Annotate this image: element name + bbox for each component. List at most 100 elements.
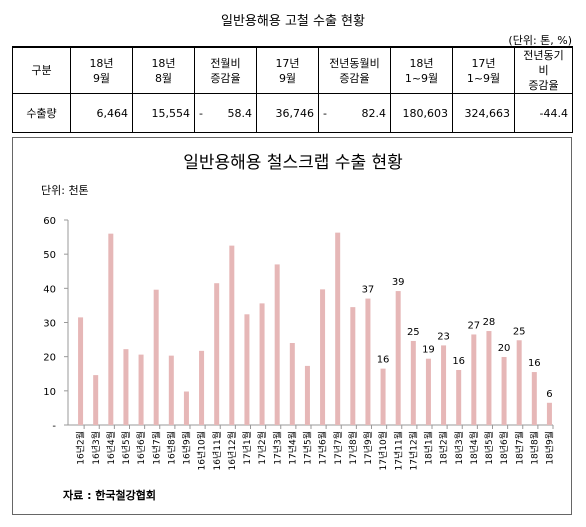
x-tick-label: 17년8월 <box>347 431 359 465</box>
x-tick-label: 16년3월 <box>90 431 102 465</box>
bar <box>108 233 114 425</box>
value-cell: 15,554 <box>132 93 195 133</box>
source-note: 자료 : 한국철강협회 <box>63 489 157 502</box>
value-text: 58.4 <box>227 106 253 120</box>
data-label: 39 <box>392 277 405 288</box>
bar <box>93 375 99 425</box>
column-header-3: 17년 9월 <box>256 46 319 94</box>
bar <box>441 345 447 425</box>
x-tick-label: 17년5월 <box>302 431 314 465</box>
column-header-4: 전년동월비 증감율 <box>318 46 391 94</box>
col-header-line1: 18년 <box>409 56 434 70</box>
col-header-line2: 증감율 <box>339 71 370 85</box>
chart-title: 일반용해용 철스크랩 수출 현황 <box>183 153 403 173</box>
x-tick-label: 18년5월 <box>483 431 495 465</box>
x-tick-label: 18년8월 <box>528 431 540 465</box>
x-tick-label: 17년3월 <box>271 431 283 465</box>
col-header-line2: 증감율 <box>210 71 241 85</box>
bar <box>214 283 220 425</box>
x-tick-label: 17년6월 <box>317 431 329 465</box>
x-tick-label: 18년4월 <box>468 431 480 465</box>
x-tick-label: 16년8월 <box>165 431 177 465</box>
col-header-line2: 1~9월 <box>404 71 439 85</box>
chart-unit-label: 단위: 천톤 <box>41 184 89 197</box>
bar <box>199 350 205 425</box>
x-tick-label: 17년12월 <box>407 431 419 470</box>
col-header-line1: 18년 <box>89 56 114 70</box>
col-header-line1: 전월비 <box>210 56 241 70</box>
value-text: 82.4 <box>361 106 387 120</box>
data-label: 16 <box>452 356 465 367</box>
x-tick-label: 16년6월 <box>135 431 147 465</box>
col-header-line2: 8월 <box>154 71 173 85</box>
bar <box>456 369 462 425</box>
page-title: 일반용해용 고철 수출 현황 <box>221 14 365 29</box>
summary-header-row: 구분 18년 9월 18년 8월 전월비 증감율 17년 9월 전년동월비 증감율 18년… <box>12 46 573 94</box>
y-tick-label: 30 <box>43 319 56 330</box>
data-label: 23 <box>437 331 450 342</box>
sign-text: - <box>199 106 203 120</box>
bar <box>471 334 477 425</box>
y-tick-label: 40 <box>43 284 56 295</box>
bar <box>123 349 129 425</box>
x-tick-label: 18년9월 <box>544 431 556 465</box>
col-header-line2: 증감율 <box>528 79 559 92</box>
data-label: 25 <box>513 326 526 337</box>
x-tick-label: 17년11월 <box>392 431 404 470</box>
x-tick-label: 17년9월 <box>362 431 374 465</box>
col-header-line1: 전년동월비 <box>329 56 380 70</box>
bar <box>501 357 507 425</box>
column-header-5: 18년 1~9월 <box>390 46 453 94</box>
bar <box>380 368 386 425</box>
bar <box>546 402 552 425</box>
x-tick-label: 16년12월 <box>226 431 238 470</box>
x-tick-label: 17년1월 <box>241 431 253 465</box>
unit-label: (단위: 톤, %) <box>508 34 572 47</box>
data-label: 28 <box>483 317 496 328</box>
x-tick-label: 16년11월 <box>211 431 223 470</box>
bar <box>183 391 189 425</box>
x-tick-label: 18년7월 <box>513 431 525 465</box>
col-header-line1: 18년 <box>151 56 176 70</box>
y-tick-label: 20 <box>43 353 56 364</box>
column-header-6: 17년 1~9월 <box>452 46 515 94</box>
bar <box>138 354 144 425</box>
y-tick-label: - <box>52 421 56 432</box>
bar <box>335 232 341 425</box>
col-header-line2: 9월 <box>92 71 111 85</box>
x-tick-label: 16년10월 <box>196 431 208 470</box>
x-tick-label: 16년5월 <box>120 431 132 465</box>
x-tick-label: 16년9월 <box>181 431 193 465</box>
col-header-line1: 전년동기비 <box>523 49 564 77</box>
value-cell: -44.4 <box>514 93 573 133</box>
value-cell: 36,746 <box>256 93 319 133</box>
col-header-line1: 17년 <box>471 56 496 70</box>
value-cell: 324,663 <box>452 93 515 133</box>
x-tick-label: 18년3월 <box>453 431 465 465</box>
value-cell: 6,464 <box>70 93 133 133</box>
bar <box>259 303 265 425</box>
x-tick-label: 16년2월 <box>75 431 87 465</box>
row-header-cell: 구분 <box>12 46 71 94</box>
data-label: 37 <box>362 285 375 296</box>
data-label: 19 <box>422 345 435 356</box>
col-header-line1: 17년 <box>275 56 300 70</box>
data-label: 6 <box>546 389 552 400</box>
bar <box>516 340 522 425</box>
bar <box>244 314 250 425</box>
data-label: 16 <box>528 358 541 369</box>
x-tick-label: 18년2월 <box>438 431 450 465</box>
value-cell: 180,603 <box>390 93 453 133</box>
data-label: 16 <box>377 355 390 366</box>
bar <box>78 317 84 425</box>
y-tick-label: 60 <box>43 216 56 227</box>
bar <box>274 264 280 425</box>
col-header-line2: 1~9월 <box>466 71 501 85</box>
column-header-0: 18년 9월 <box>70 46 133 94</box>
bar <box>395 291 401 425</box>
bar <box>289 343 295 425</box>
x-tick-label: 16년4월 <box>105 431 117 465</box>
bar <box>153 289 159 425</box>
